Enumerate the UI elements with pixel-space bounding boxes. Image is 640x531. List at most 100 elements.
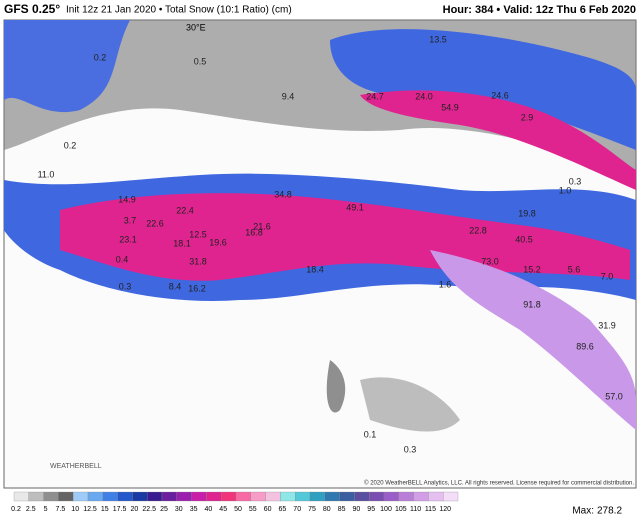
map-value-label: 91.8 [523, 299, 541, 309]
map-value-label: 24.6 [491, 90, 509, 100]
colorbar-label: 7.5 [56, 506, 66, 513]
colorbar-label: 65 [279, 506, 287, 513]
colorbar-label: 60 [264, 506, 272, 513]
snow-nw [4, 20, 130, 113]
map-value-label: 54.9 [441, 102, 459, 112]
colorbar-swatch [443, 491, 459, 502]
colorbar-swatch [147, 491, 163, 502]
map-value-label: 0.3 [119, 281, 132, 291]
map-value-label: 8.4 [169, 281, 182, 291]
colorbar-label: 17.5 [113, 506, 127, 513]
map-value-label: 0.2 [94, 52, 107, 62]
colorbar-label: 55 [249, 506, 257, 513]
colorbar-label: 50 [234, 506, 242, 513]
colorbar-label: 22.5 [142, 506, 156, 513]
colorbar-label: 95 [367, 506, 375, 513]
colorbar-swatch [428, 491, 444, 502]
map-value-label: 16.2 [188, 283, 206, 293]
colorbar-swatch [398, 491, 414, 502]
map-value-label: 15.2 [523, 264, 541, 274]
colorbar-label: 115 [425, 506, 436, 513]
colorbar-swatch [324, 491, 340, 502]
snow-zagros [430, 250, 636, 430]
colorbar-label: 12.5 [83, 506, 97, 513]
map-value-label: 18.4 [306, 264, 324, 274]
map-value-label: 24.0 [415, 91, 433, 101]
colorbar-label: 75 [308, 506, 316, 513]
map-value-label: 22.4 [176, 205, 194, 215]
colorbar-swatch [13, 491, 29, 502]
colorbar-swatch [176, 491, 192, 502]
colorbar-label: 20 [131, 506, 139, 513]
colorbar-swatch [221, 491, 237, 502]
colorbar-label: 110 [410, 506, 421, 513]
map-value-label: 3.7 [124, 215, 137, 225]
map-value-label: 16.8 [245, 227, 263, 237]
map-value-label: 0.3 [569, 176, 582, 186]
colorbar-swatch [206, 491, 222, 502]
logo: WEATHERBELL [50, 463, 102, 470]
map-value-label: 11.0 [38, 169, 55, 179]
colorbar-swatch [413, 491, 429, 502]
colorbar-label: 25 [160, 506, 168, 513]
colorbar-swatch [354, 491, 370, 502]
colorbar-label: 35 [190, 506, 198, 513]
colorbar-swatch [191, 491, 207, 502]
map-value-label: 24.7 [366, 91, 384, 101]
colorbar-swatch [250, 491, 266, 502]
colorbar-label: 2.5 [26, 506, 36, 513]
map-value-label: 12.5 [189, 229, 207, 239]
colorbar-swatch [295, 491, 311, 502]
colorbar-swatch [117, 491, 133, 502]
snow-lebanon [326, 360, 346, 413]
valid-text: Hour: 384 • Valid: 12z Thu 6 Feb 2020 [443, 4, 636, 16]
colorbar-swatch [58, 491, 74, 502]
map-value-label: 18.1 [173, 238, 191, 248]
colorbar-label: 70 [293, 506, 301, 513]
map-value-label: 31.8 [189, 256, 207, 266]
map-value-label: 0.5 [194, 56, 207, 66]
map-value-label: 0.4 [116, 254, 129, 264]
map-value-label: 19.8 [518, 208, 536, 218]
snow-ne-pink [360, 90, 636, 190]
map-value-label: 7.0 [601, 271, 614, 281]
map-value-label: 34.8 [274, 189, 292, 199]
map-value-label: 19.6 [209, 237, 227, 247]
colorbar-label: 40 [205, 506, 213, 513]
map-value-label: 40.5 [515, 234, 533, 244]
colorbar-label: 0.2 [11, 506, 21, 513]
map-value-label: 13.5 [429, 34, 447, 44]
max-label: Max: [572, 506, 594, 517]
colorbar-label: 85 [338, 506, 346, 513]
colorbar-swatch [383, 491, 399, 502]
map-value-label: 14.9 [118, 194, 136, 204]
colorbar-swatch [132, 491, 148, 502]
model-name: GFS 0.25° [4, 2, 60, 16]
colorbar: 0.2 2.5 5 7.5 10 12.5 15 17.5 20 22.5 25 30 35 40 45 50… [11, 491, 459, 513]
colorbar-swatch [87, 491, 103, 502]
colorbar-label: 30 [175, 506, 183, 513]
colorbar-swatch [43, 491, 59, 502]
colorbar-swatch [369, 491, 385, 502]
map-value-label: 23.1 [119, 234, 137, 244]
colorbar-swatch [161, 491, 177, 502]
colorbar-swatch [280, 491, 296, 502]
colorbar-label: 100 [380, 506, 392, 513]
map-value-label: 57.0 [605, 391, 623, 401]
colorbar-label: 10 [71, 506, 79, 513]
colorbar-label: 5 [44, 506, 48, 513]
map-value-label: 22.6 [146, 218, 164, 228]
map: 30°E 13.5 0.2 0.5 9.4 24.7 24.0 24.6 54.9 2.9 0.2… [3, 19, 637, 489]
colorbar-label: 105 [395, 506, 407, 513]
map-value-label: 21.6 [253, 221, 271, 231]
colorbar-swatch [28, 491, 44, 502]
map-value-label: 1.6 [439, 279, 452, 289]
map-value-label: 5.6 [568, 264, 581, 274]
colorbar-swatch [235, 491, 251, 502]
colorbar-label: 120 [439, 506, 451, 513]
map-value-label: 73.0 [481, 256, 499, 266]
copyright: © 2020 WeatherBELL Analytics, LLC. All r… [364, 480, 634, 487]
map-value-label: 49.1 [346, 202, 364, 212]
map-value-label: 89.6 [576, 341, 594, 351]
